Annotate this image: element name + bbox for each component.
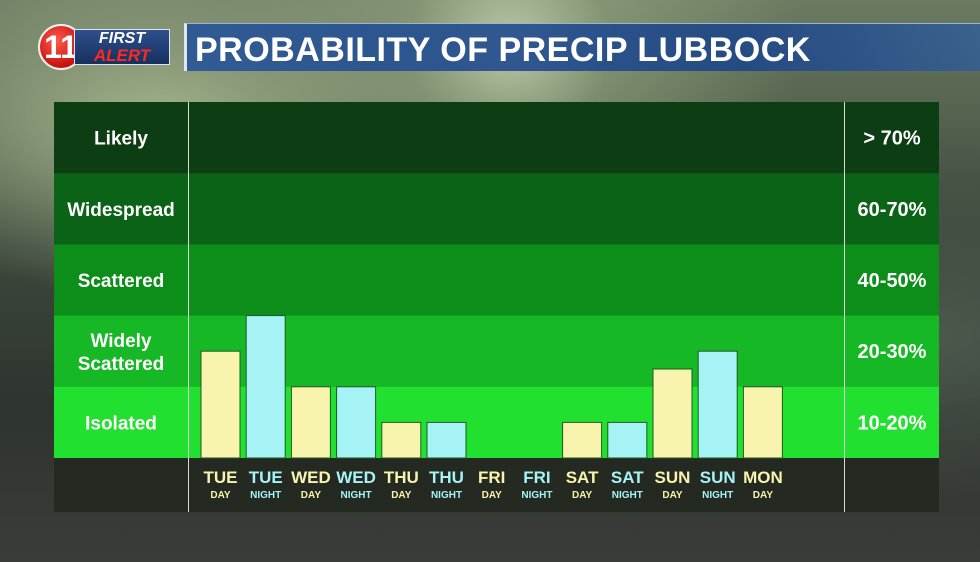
- tick-day-thu-night: THU: [429, 468, 464, 487]
- bar-thu-night: [426, 421, 467, 459]
- first-alert-logo: 11 FIRST ALERT: [38, 24, 170, 72]
- tick-day-sun-day: SUN: [655, 468, 691, 487]
- band-range-widely-scattered: 20-30%: [858, 341, 927, 363]
- tick-period-wed-night: NIGHT: [341, 490, 372, 501]
- bar-sat-day: [562, 421, 603, 459]
- band-label-widely-scattered-2: Scattered: [78, 354, 165, 375]
- tick-period-fri-day: DAY: [482, 490, 503, 501]
- tick-day-tue-day: TUE: [204, 468, 238, 487]
- tick-period-mon-day: DAY: [753, 490, 774, 501]
- tick-day-sun-night: SUN: [700, 468, 736, 487]
- band-label-scattered: Scattered: [78, 271, 165, 292]
- bar-thu-day: [381, 421, 422, 459]
- bar-wed-night: [336, 386, 377, 459]
- tick-period-thu-night: NIGHT: [431, 490, 462, 501]
- first-alert-panel: FIRST ALERT: [74, 29, 170, 65]
- bar-mon-day: [742, 386, 783, 459]
- band-label-widely-scattered-1: Widely: [90, 331, 151, 352]
- logo-alert-text: ALERT: [93, 46, 151, 65]
- tick-period-sun-night: NIGHT: [702, 490, 733, 501]
- title-bar: PROBABILITY OF PRECIP LUBBOCK: [184, 23, 980, 71]
- x-label-strip: [54, 458, 939, 512]
- tick-period-wed-day: DAY: [301, 490, 322, 501]
- bar-tue-day: [200, 350, 241, 459]
- tick-period-sat-day: DAY: [572, 490, 593, 501]
- precip-chart: Likely > 70% Widespread 60-70% Scattered 40-5…: [54, 102, 939, 512]
- band-widely-scattered: [54, 315, 939, 388]
- bar-tue-night: [245, 315, 286, 459]
- bar-sun-day: [652, 368, 693, 459]
- tick-period-thu-day: DAY: [391, 490, 412, 501]
- band-range-scattered: 40-50%: [858, 270, 927, 292]
- precip-chart-svg: Likely > 70% Widespread 60-70% Scattered 40-5…: [54, 102, 939, 512]
- band-range-likely: > 70%: [863, 128, 920, 150]
- tick-day-sat-night: SAT: [611, 468, 644, 487]
- band-label-isolated: Isolated: [85, 413, 157, 434]
- tick-day-fri-night: FRI: [523, 468, 550, 487]
- band-isolated: [54, 386, 939, 459]
- tick-period-tue-day: DAY: [210, 490, 231, 501]
- tick-day-sat-day: SAT: [566, 468, 599, 487]
- tick-day-tue-night: TUE: [249, 468, 283, 487]
- logo-first-text: FIRST: [98, 30, 146, 47]
- bar-sat-night: [607, 421, 648, 459]
- tick-day-fri-day: FRI: [478, 468, 505, 487]
- tick-day-wed-night: WED: [336, 468, 376, 487]
- tick-day-thu-day: THU: [384, 468, 419, 487]
- band-range-widespread: 60-70%: [858, 199, 927, 221]
- band-label-likely: Likely: [94, 129, 148, 150]
- tick-day-mon-day: MON: [743, 468, 783, 487]
- chart-title: PROBABILITY OF PRECIP LUBBOCK: [195, 31, 811, 69]
- bar-wed-day: [290, 386, 331, 459]
- tick-day-wed-day: WED: [291, 468, 331, 487]
- band-range-isolated: 10-20%: [858, 412, 927, 434]
- band-scattered: [54, 244, 939, 317]
- bar-sun-night: [697, 350, 738, 459]
- tick-period-sun-day: DAY: [662, 490, 683, 501]
- band-likely: [54, 102, 939, 174]
- tick-period-sat-night: NIGHT: [612, 490, 643, 501]
- band-widespread: [54, 173, 939, 245]
- tick-period-fri-night: NIGHT: [521, 490, 552, 501]
- band-label-widespread: Widespread: [67, 200, 175, 221]
- tick-period-tue-night: NIGHT: [250, 490, 281, 501]
